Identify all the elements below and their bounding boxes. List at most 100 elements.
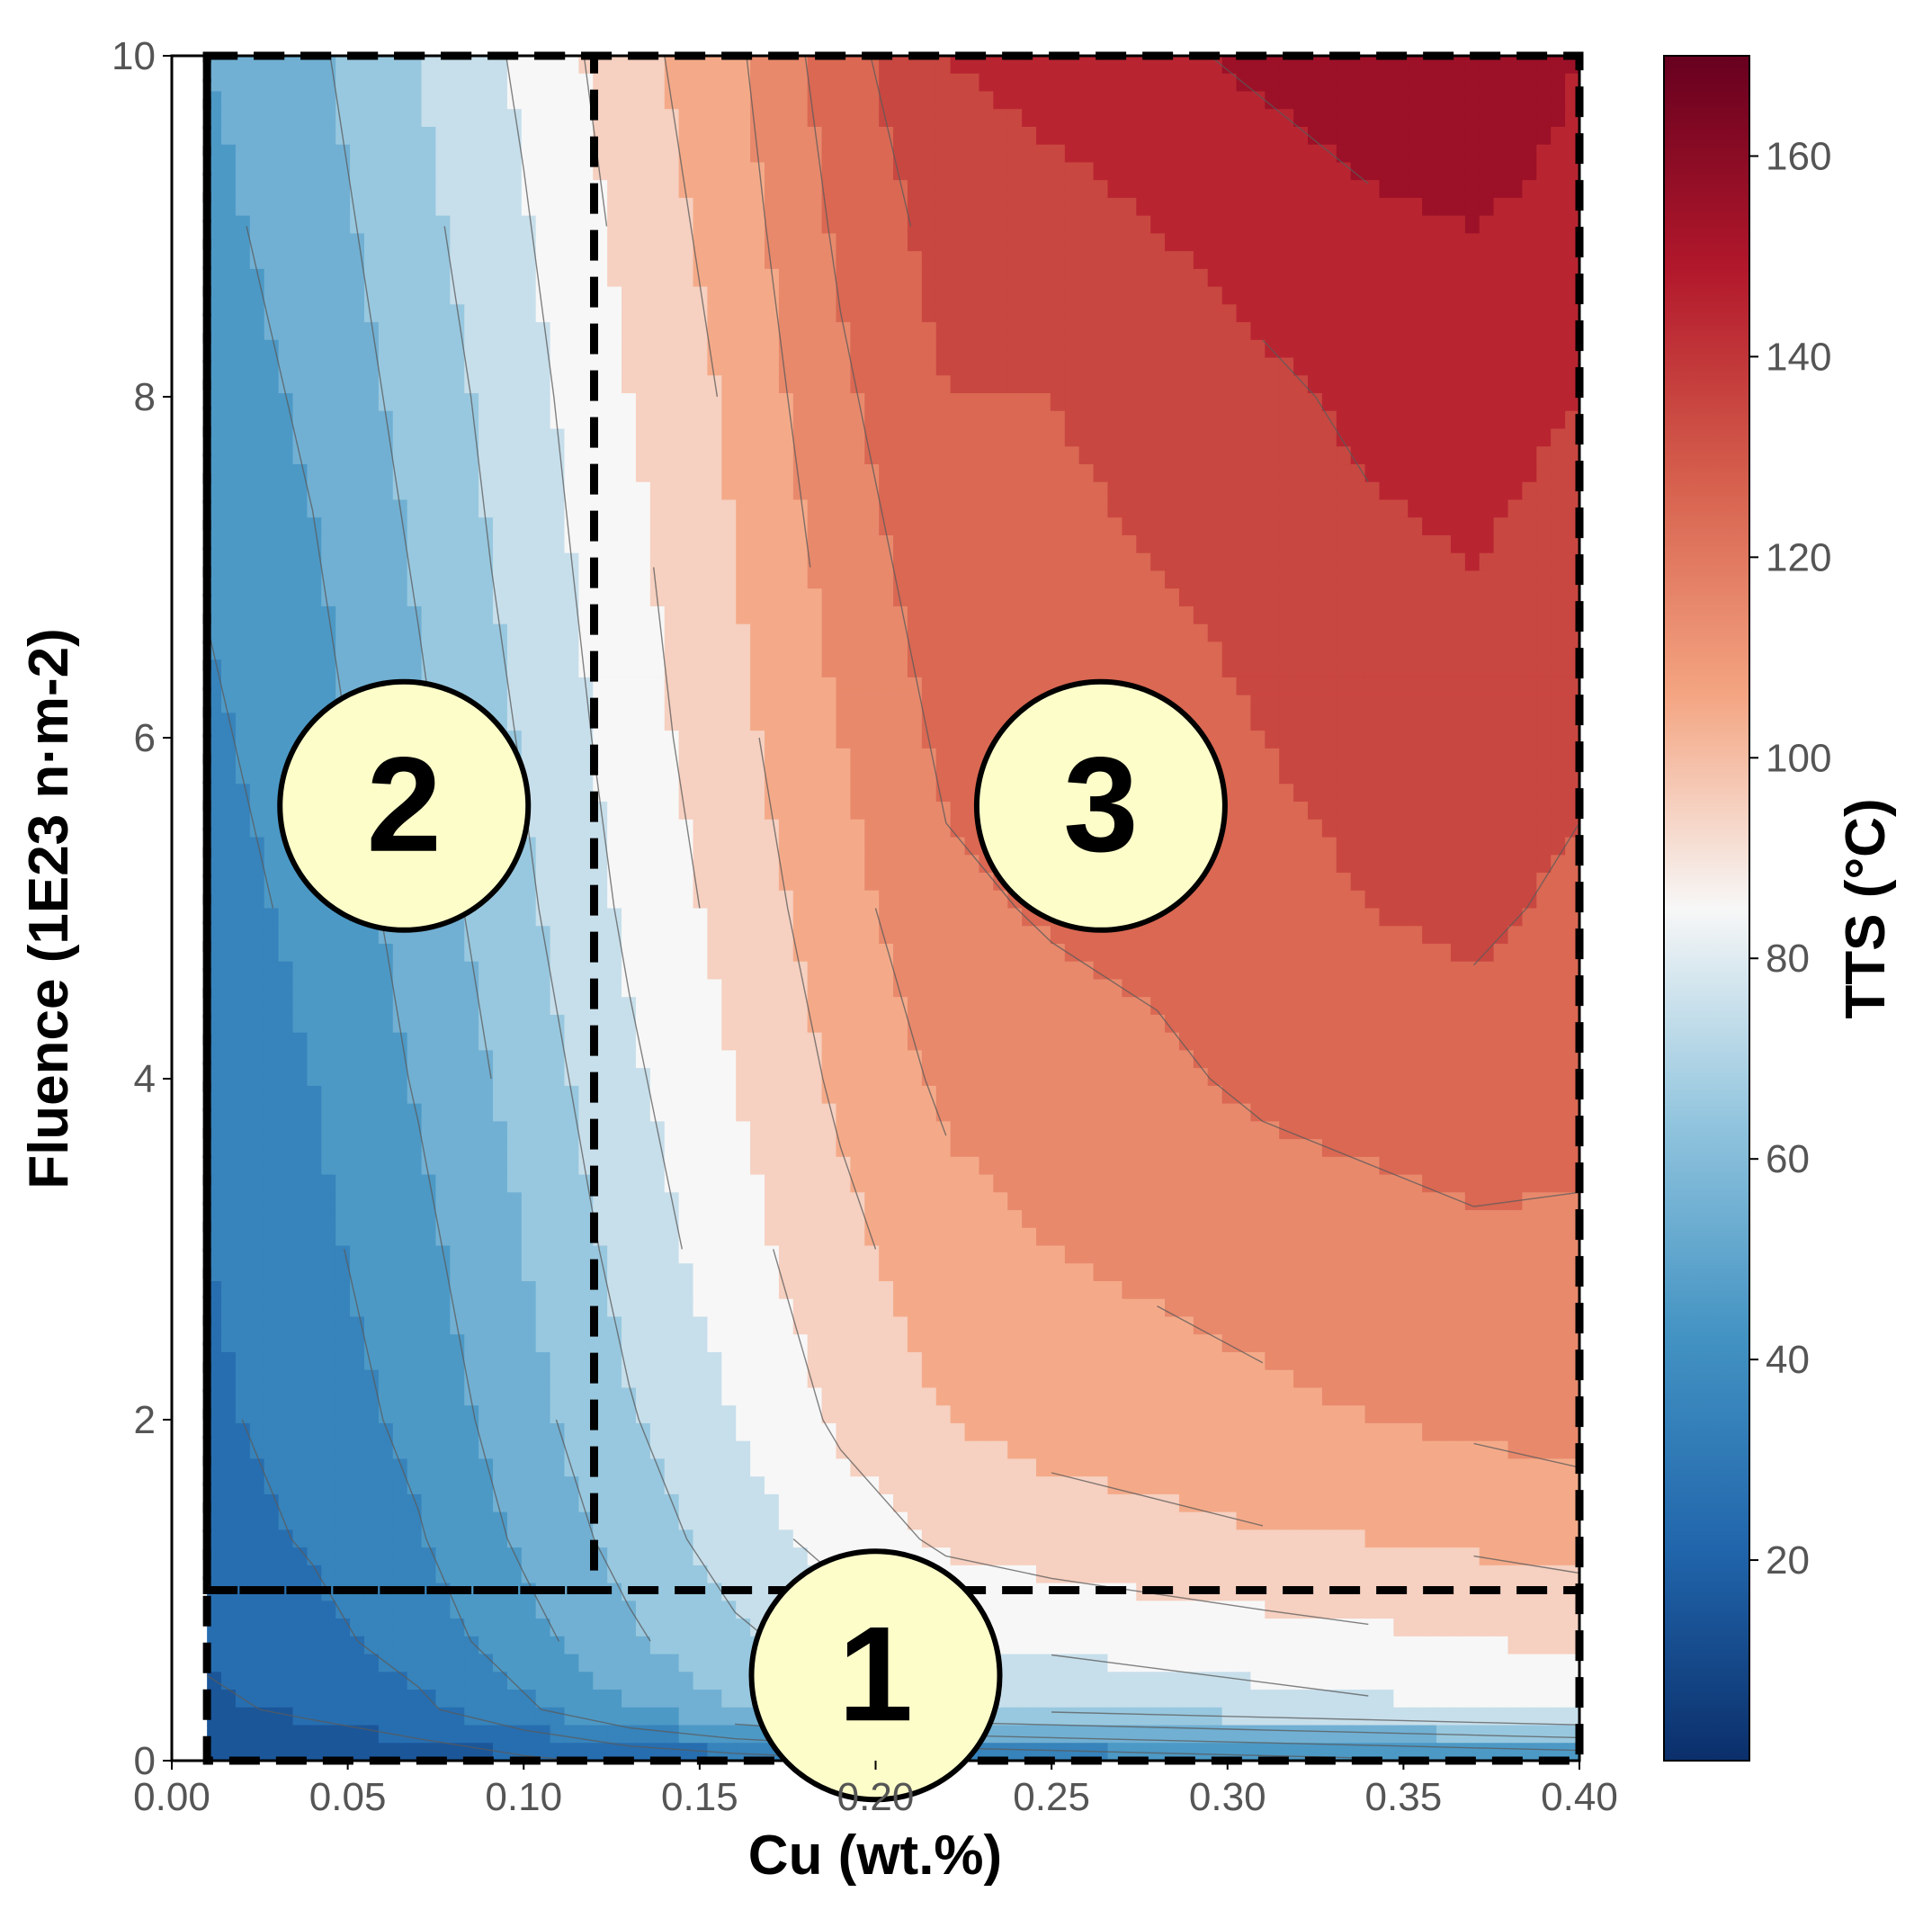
heatmap-cell [493, 481, 508, 501]
heatmap-cell [1422, 873, 1437, 892]
heatmap-cell [1422, 784, 1437, 803]
heatmap-cell [1493, 819, 1509, 838]
heatmap-cell [1093, 428, 1109, 447]
heatmap-cell [249, 109, 265, 128]
heatmap-cell [993, 961, 1008, 981]
heatmap-cell [1122, 588, 1137, 607]
heatmap-cell [893, 464, 908, 483]
heatmap-cell [550, 588, 566, 607]
heatmap-cell [879, 464, 894, 483]
heatmap-cell [1379, 943, 1394, 963]
heatmap-cell [1350, 251, 1366, 270]
heatmap-cell [1464, 162, 1480, 181]
heatmap-cell [635, 890, 651, 910]
heatmap-cell [736, 73, 751, 93]
heatmap-cell [850, 393, 865, 412]
heatmap-cell [1193, 251, 1209, 270]
heatmap-cell [1221, 357, 1238, 376]
heatmap-cell [1479, 393, 1495, 412]
heatmap-cell [550, 357, 566, 376]
heatmap-cell [363, 251, 380, 270]
heatmap-cell [678, 908, 694, 927]
heatmap-cell [935, 126, 952, 146]
heatmap-cell [521, 73, 537, 93]
heatmap-cell [964, 641, 980, 660]
heatmap-cell [979, 588, 994, 607]
heatmap-cell [1464, 534, 1480, 554]
heatmap-cell [307, 375, 322, 394]
heatmap-cell [935, 517, 952, 536]
heatmap-cell [649, 695, 666, 713]
heatmap-cell [1536, 251, 1552, 270]
heatmap-cell [1250, 659, 1266, 678]
heatmap-cell [792, 748, 809, 767]
heatmap-cell [721, 552, 737, 572]
heatmap-cell [893, 659, 908, 678]
heatmap-cell [736, 855, 751, 874]
heatmap-cell [578, 357, 594, 376]
heatmap-cell [506, 428, 523, 447]
heatmap-cell [392, 286, 408, 305]
heatmap-cell [235, 766, 251, 785]
heatmap-cell [979, 926, 994, 945]
heatmap-cell [435, 641, 451, 660]
heatmap-cell [464, 91, 479, 110]
heatmap-cell [1293, 659, 1309, 678]
heatmap-cell [1150, 659, 1166, 678]
heatmap-cell [578, 748, 594, 767]
heatmap-cell [950, 481, 966, 501]
heatmap-cell [836, 73, 851, 93]
heatmap-cell [1507, 464, 1524, 483]
heatmap-cell [721, 233, 737, 252]
heatmap-cell [378, 534, 394, 554]
heatmap-cell [1150, 215, 1166, 234]
heatmap-cell [1193, 570, 1209, 589]
heatmap-cell [1479, 56, 1495, 75]
heatmap-cell [707, 802, 722, 821]
heatmap-cell [1193, 552, 1209, 572]
heatmap-cell [707, 464, 722, 483]
heatmap-cell [350, 534, 365, 554]
heatmap-cell [1464, 570, 1480, 589]
heatmap-cell [264, 56, 280, 75]
heatmap-cell [721, 517, 737, 536]
heatmap-cell [979, 943, 994, 963]
heatmap-cell [821, 162, 837, 181]
heatmap-cell [1507, 410, 1524, 430]
heatmap-cell [464, 286, 479, 305]
heatmap-cell [1450, 534, 1466, 554]
heatmap-cell [1422, 464, 1437, 483]
heatmap-cell [649, 393, 666, 412]
heatmap-cell [363, 623, 380, 643]
heatmap-cell [607, 268, 622, 288]
heatmap-cell [550, 570, 566, 589]
heatmap-cell [1078, 552, 1095, 572]
heatmap-cell [736, 144, 751, 164]
heatmap-cell [1078, 534, 1095, 554]
heatmap-cell [407, 481, 423, 501]
heatmap-cell [1408, 144, 1423, 164]
heatmap-cell [864, 819, 880, 838]
heatmap-cell [1422, 855, 1437, 874]
heatmap-cell [864, 926, 880, 945]
heatmap-cell [535, 748, 551, 767]
heatmap-cell [407, 961, 423, 981]
heatmap-cell [535, 677, 551, 696]
heatmap-cell [1522, 339, 1537, 359]
heatmap-cell [249, 73, 265, 93]
heatmap-cell [1551, 855, 1566, 874]
heatmap-cell [778, 766, 794, 785]
heatmap-cell [607, 943, 622, 963]
heatmap-cell [564, 393, 579, 412]
heatmap-cell [1093, 481, 1109, 501]
heatmap-cell [1536, 659, 1552, 678]
heatmap-cell [850, 766, 865, 785]
heatmap-cell [249, 731, 265, 749]
heatmap-cell [1336, 73, 1352, 93]
heatmap-cell [750, 393, 765, 412]
heatmap-cell [221, 393, 237, 412]
heatmap-cell [1379, 588, 1394, 607]
heatmap-cell [1436, 268, 1452, 288]
heatmap-cell [221, 499, 237, 518]
heatmap-cell [1165, 375, 1180, 394]
